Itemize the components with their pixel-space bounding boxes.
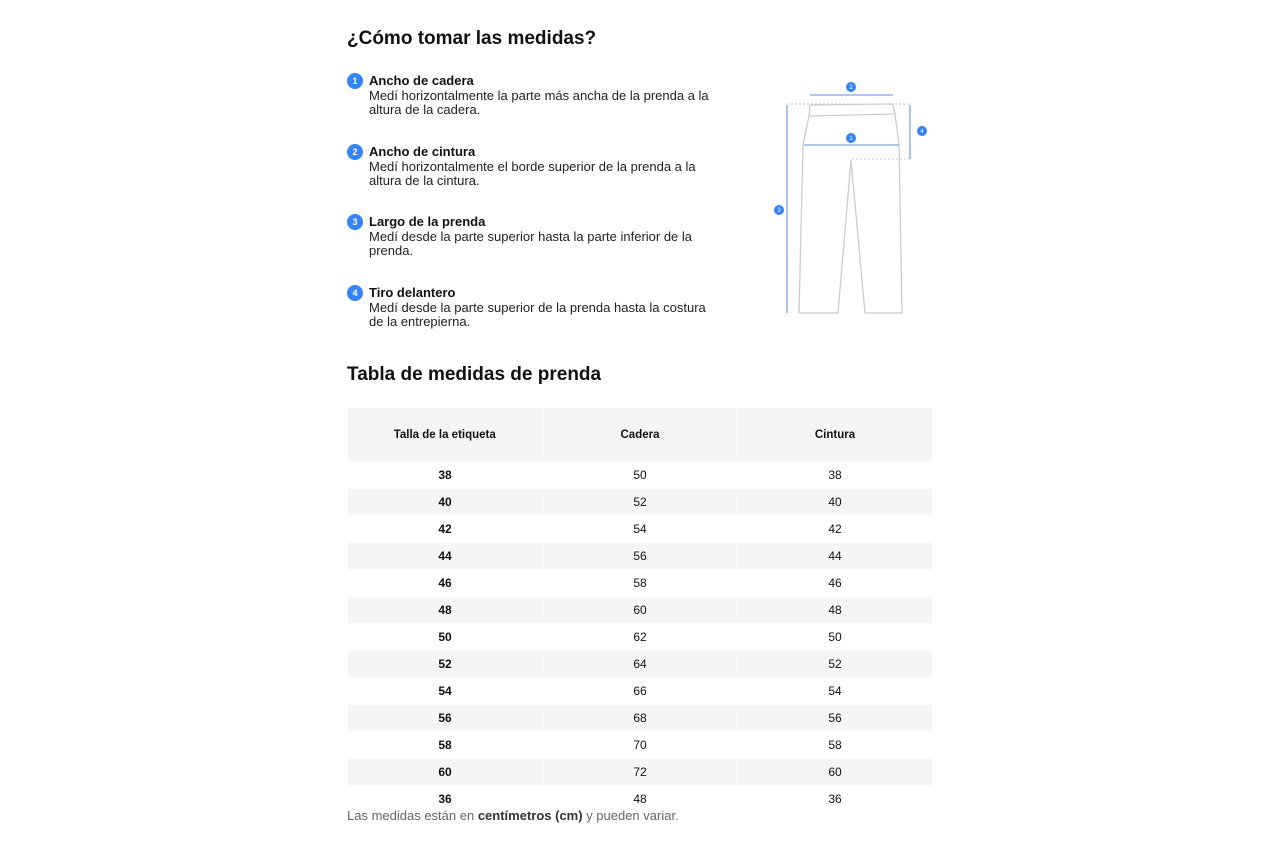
- step-number-badge: 3: [347, 214, 363, 230]
- step-description: Medí horizontalmente el borde superior d…: [369, 158, 696, 188]
- table-cell: 50: [347, 623, 543, 651]
- table-cell: 54: [347, 677, 543, 705]
- table-row: 48 60 48: [347, 596, 933, 624]
- table-cell: 46: [347, 569, 543, 597]
- table-cell: 62: [542, 623, 738, 651]
- table-row: 56 68 56: [347, 704, 933, 732]
- table-cell: 46: [737, 569, 933, 597]
- table-row: 60 72 60: [347, 758, 933, 786]
- step-description: Medí desde la parte superior hasta la pa…: [369, 229, 693, 258]
- table-cell: 44: [737, 542, 933, 570]
- table-cell: 40: [347, 488, 543, 516]
- table-cell: 50: [737, 623, 933, 651]
- table-cell: 40: [737, 488, 933, 516]
- step-description: Medí desde la parte superior de la prend…: [369, 299, 706, 329]
- table-cell: 68: [542, 704, 738, 732]
- table-cell: 66: [542, 677, 738, 705]
- step-item: 1 Ancho de cadera Medí horizontalmente la …: [347, 72, 717, 143]
- table-cell: 56: [542, 542, 738, 570]
- table-cell: 38: [347, 461, 543, 489]
- size-table: Talla de la etiqueta Cadera Cintura 38 50 38 4…: [347, 408, 933, 813]
- units-note: Las medidas están en centímetros (cm) y …: [347, 808, 679, 823]
- table-cell: 58: [737, 731, 933, 759]
- table-row: 42 54 42: [347, 515, 933, 543]
- step-title: Largo de la prenda: [369, 214, 486, 229]
- table-title: Tabla de medidas de prenda: [347, 364, 602, 385]
- table-cell: 44: [347, 542, 543, 570]
- step-item: 4 Tiro delantero Medí desde la parte super…: [347, 284, 717, 355]
- table-cell: 60: [347, 758, 543, 786]
- step-number-badge: 1: [347, 73, 363, 89]
- table-cell: 50: [542, 461, 738, 489]
- step-item: 3 Largo de la prenda Medí desde la parte s…: [347, 213, 717, 284]
- table-cell: 70: [542, 731, 738, 759]
- step-title: Ancho de cadera: [369, 73, 474, 88]
- table-cell: 56: [347, 704, 543, 732]
- column-header: Cintura: [737, 408, 933, 462]
- step-description: Medí horizontalmente la parte más ancha …: [369, 88, 709, 117]
- table-cell: 60: [542, 596, 738, 624]
- table-cell: 42: [737, 515, 933, 543]
- table-cell: 58: [347, 731, 543, 759]
- svg-text:2: 2: [849, 85, 853, 91]
- table-cell: 52: [737, 650, 933, 678]
- table-row: 44 56 44: [347, 542, 933, 570]
- table-cell: 48: [542, 785, 738, 813]
- note-unit: centímetros (cm): [477, 808, 583, 823]
- table-cell: 58: [542, 569, 738, 597]
- table-cell: 48: [737, 596, 933, 624]
- table-cell: 54: [737, 677, 933, 705]
- table-cell: 36: [737, 785, 933, 813]
- svg-text:3: 3: [777, 208, 781, 214]
- table-row: 54 66 54: [347, 677, 933, 705]
- table-row: 38 50 38: [347, 461, 933, 489]
- column-header: Talla de la etiqueta: [347, 408, 543, 462]
- step-number-badge: 4: [347, 284, 363, 301]
- step-title: Ancho de cintura: [369, 143, 476, 159]
- step-number-badge: 2: [347, 143, 363, 160]
- step-title: Tiro delantero: [369, 284, 456, 300]
- pants-diagram: 2 1 3 4: [774, 82, 927, 314]
- page-title: ¿Cómo tomar las medidas?: [347, 28, 597, 49]
- table-cell: 36: [347, 785, 543, 813]
- step-item: 2 Ancho de cintura Medí horizontalmente el…: [347, 143, 717, 214]
- table-cell: 56: [737, 704, 933, 732]
- table-cell: 52: [347, 650, 543, 678]
- svg-text:4: 4: [920, 129, 924, 135]
- table-cell: 60: [737, 758, 933, 786]
- table-row: 50 62 50: [347, 623, 933, 651]
- table-row: 52 64 52: [347, 650, 933, 678]
- table-cell: 72: [542, 758, 738, 786]
- steps-list: 1 Ancho de cadera Medí horizontalmente la …: [347, 72, 717, 354]
- table-cell: 54: [542, 515, 738, 543]
- table-cell: 38: [737, 461, 933, 489]
- table-row: 36 48 36: [347, 785, 933, 813]
- table-row: 58 70 58: [347, 731, 933, 759]
- note-text-end: y pueden variar.: [582, 808, 679, 823]
- table-cell: 64: [542, 650, 738, 678]
- column-header: Cadera: [542, 408, 738, 462]
- table-cell: 48: [347, 596, 543, 624]
- table-row: 46 58 46: [347, 569, 933, 597]
- note-text: Las medidas están en: [347, 808, 478, 823]
- table-row: 40 52 40: [347, 488, 933, 516]
- table-cell: 42: [347, 515, 543, 543]
- svg-text:1: 1: [849, 136, 853, 142]
- table-cell: 52: [542, 488, 738, 516]
